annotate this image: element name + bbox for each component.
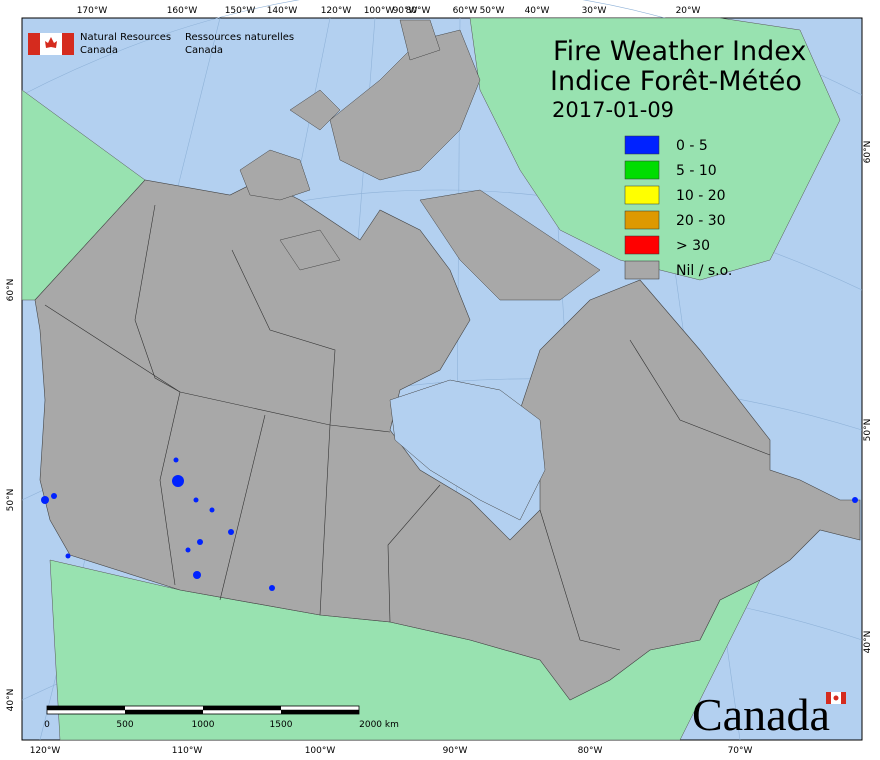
scale-label: 2000 km xyxy=(359,720,399,730)
legend-swatch xyxy=(624,135,660,155)
graticule-label-top: 20°W xyxy=(676,6,701,16)
agency-en: Canada xyxy=(80,45,118,56)
scale-label: 500 xyxy=(116,720,133,730)
graticule-label-top: 50°W xyxy=(480,6,505,16)
maple-leaf xyxy=(45,37,57,48)
legend-label: 20 - 30 xyxy=(676,213,726,229)
title: Indice Forêt-Météo xyxy=(550,66,802,97)
province-borders xyxy=(44,204,771,651)
scale-label: 1000 xyxy=(192,720,215,730)
agency-fr: Ressources naturelles xyxy=(185,32,294,43)
agency-fr: Canada xyxy=(185,45,223,56)
graticule-label-top: 160°W xyxy=(167,6,198,16)
graticule-label-bottom: 100°W xyxy=(305,746,336,756)
graticule-label-top: 100°W xyxy=(364,6,395,16)
arctic-islands xyxy=(239,19,601,301)
graticule-label-top: 40°W xyxy=(525,6,550,16)
scale-bar xyxy=(46,705,360,715)
scale-label: 1500 xyxy=(270,720,293,730)
graticule-label-top: 140°W xyxy=(267,6,298,16)
graticule-label-bottom: 110°W xyxy=(172,746,203,756)
graticule-label-top: 30°W xyxy=(582,6,607,16)
graticule-label-top: 120°W xyxy=(321,6,352,16)
graticule-label-bottom: 80°W xyxy=(578,746,603,756)
graticule-label-bottom: 90°W xyxy=(443,746,468,756)
legend-swatch xyxy=(624,160,660,180)
legend-label: 5 - 10 xyxy=(676,163,717,179)
legend-swatch xyxy=(624,185,660,205)
legend-label: Nil / s.o. xyxy=(676,263,732,279)
wordmark-flag xyxy=(841,692,846,704)
graticule-label-right: 60°N xyxy=(863,141,873,164)
graticule-label-bottom: 120°W xyxy=(30,746,61,756)
legend-label: 0 - 5 xyxy=(676,138,708,154)
graticule-label-top: 80°W xyxy=(406,6,431,16)
graticule-label-top: 90°W xyxy=(393,6,418,16)
graticule-label-top: 60°W xyxy=(453,6,478,16)
legend-swatch xyxy=(624,210,660,230)
wordmark-flag xyxy=(826,692,831,704)
graticule-label-right: 50°N xyxy=(863,419,873,442)
scale-label: 0 xyxy=(44,720,50,730)
hudson-bay xyxy=(389,379,546,521)
legend-swatch xyxy=(624,235,660,255)
wordmark: Canada xyxy=(692,689,830,740)
graticule-label-left: 50°N xyxy=(6,489,16,512)
fire-points xyxy=(41,457,858,591)
legend-swatch xyxy=(624,260,660,280)
date: 2017-01-09 xyxy=(552,98,674,122)
legend-label: > 30 xyxy=(676,238,710,254)
graticule-label-top: 170°W xyxy=(77,6,108,16)
graticule-label-right: 40°N xyxy=(863,631,873,654)
flag-bar xyxy=(62,33,74,55)
flag-bar xyxy=(28,33,40,55)
graticule-label-bottom: 70°W xyxy=(728,746,753,756)
agency-en: Natural Resources xyxy=(80,32,171,43)
legend-label: 10 - 20 xyxy=(676,188,726,204)
graticule-label-left: 60°N xyxy=(6,279,16,302)
graticule-label-left: 40°N xyxy=(6,689,16,712)
graticule-label-top: 150°W xyxy=(225,6,256,16)
wordmark-flag xyxy=(833,695,839,701)
title: Fire Weather Index xyxy=(553,36,806,67)
